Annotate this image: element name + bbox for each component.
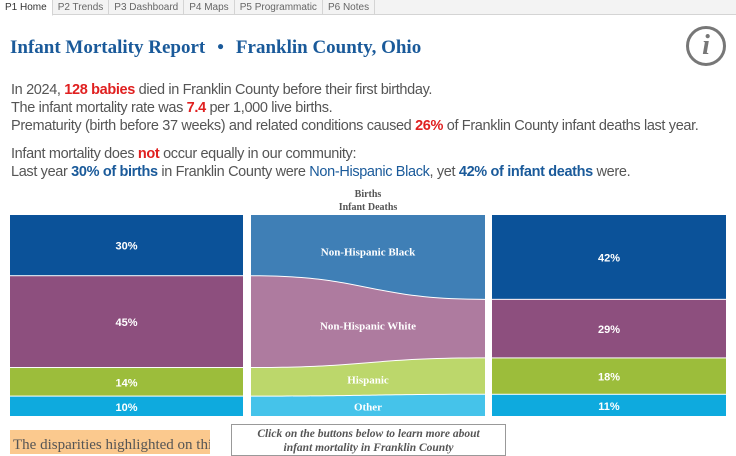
tab-p5-programmatic[interactable]: P5 Programmatic — [235, 0, 323, 15]
births-bar-non-hispanic-white — [10, 276, 243, 368]
legend-infant-deaths: Infant Deaths — [338, 202, 398, 213]
cta-line: Click on the buttons below to learn more… — [257, 428, 480, 440]
deaths-share: 42% of infant deaths — [458, 164, 593, 180]
info-icon[interactable]: i — [686, 26, 726, 66]
infant-deaths-bar-non-hispanic-white — [492, 299, 726, 358]
legend-births: Births — [354, 189, 382, 200]
text: , yet — [429, 164, 459, 180]
births-bar-other — [10, 396, 243, 416]
births-label-other: 10% — [115, 402, 137, 414]
prematurity-percent: 26% — [415, 118, 444, 134]
summary-line-5: Last year 30% of births in Franklin Coun… — [11, 164, 631, 180]
tab-p2-trends[interactable]: P2 Trends — [53, 0, 110, 15]
summary-line-4: Infant mortality does not occur equally … — [11, 146, 356, 162]
text: Infant mortality does — [11, 146, 138, 162]
flow-label-hispanic: Hispanic — [347, 374, 389, 386]
tab-p4-maps[interactable]: P4 Maps — [184, 0, 235, 15]
tab-bar: P1 Home P2 Trends P3 Dashboard P4 Maps P… — [0, 0, 736, 16]
infant-deaths-bar-hispanic — [492, 358, 726, 394]
births-label-non-hispanic-black: 30% — [115, 241, 137, 253]
births-share: 30% of births — [71, 164, 158, 180]
text: per 1,000 live births. — [205, 100, 333, 116]
text: occur equally in our community: — [159, 146, 357, 162]
instructions-box: Click on the buttons below to learn more… — [231, 424, 506, 456]
summary-line-2: The infant mortality rate was 7.4 per 1,… — [11, 100, 333, 116]
tab-p6-notes[interactable]: P6 Notes — [323, 0, 376, 15]
births-label-non-hispanic-white: 45% — [115, 317, 137, 329]
tab-p1-home[interactable]: P1 Home — [0, 0, 53, 16]
title-separator: • — [217, 37, 224, 58]
flow-other — [251, 394, 485, 416]
text: The infant mortality rate was — [11, 100, 187, 116]
infant-deaths-label-non-hispanic-black: 42% — [598, 252, 620, 264]
disparities-note: The disparities highlighted on this — [10, 430, 210, 454]
flow-non-hispanic-white — [251, 276, 485, 368]
tab-p3-dashboard[interactable]: P3 Dashboard — [109, 0, 185, 15]
summary-line-1: In 2024, 128 babies died in Franklin Cou… — [11, 82, 432, 98]
report-title: Infant Mortality Report — [10, 37, 206, 58]
flow-label-non-hispanic-black: Non-Hispanic Black — [321, 247, 416, 259]
flow-label-non-hispanic-white: Non-Hispanic White — [320, 321, 416, 333]
emphasis-not: not — [137, 146, 160, 162]
county-name: Franklin County, Ohio — [235, 37, 422, 58]
page-title: Infant Mortality Report • Franklin County,… — [10, 37, 421, 59]
flow-non-hispanic-black — [251, 215, 485, 299]
mortality-rate: 7.4 — [186, 100, 206, 116]
summary-line-3: Prematurity (birth before 37 weeks) and … — [11, 118, 699, 134]
infant-deaths-label-other: 11% — [598, 401, 620, 413]
text: Last year — [11, 164, 72, 180]
cta-line: infant mortality in Franklin County — [283, 442, 454, 454]
text: died in Franklin County before their fir… — [134, 82, 433, 98]
flow-label-other: Other — [354, 401, 382, 413]
deaths-count: 128 babies — [64, 82, 135, 98]
births-bar-hispanic — [10, 368, 243, 396]
births-bar-non-hispanic-black — [10, 215, 243, 276]
text: of Franklin County infant deaths last ye… — [443, 118, 699, 134]
text: Prematurity (birth before 37 weeks) and … — [11, 118, 416, 134]
births-label-hispanic: 14% — [115, 377, 137, 389]
infant-deaths-label-hispanic: 18% — [598, 372, 620, 384]
text: were. — [592, 164, 631, 180]
infant-deaths-bar-non-hispanic-black — [492, 215, 726, 299]
infant-deaths-label-non-hispanic-white: 29% — [598, 324, 620, 336]
flow-hispanic — [251, 358, 485, 396]
text: In 2024, — [11, 82, 65, 98]
infant-deaths-bar-other — [492, 394, 726, 416]
group-name: Non-Hispanic Black — [309, 164, 430, 180]
text: in Franklin County were — [157, 164, 310, 180]
